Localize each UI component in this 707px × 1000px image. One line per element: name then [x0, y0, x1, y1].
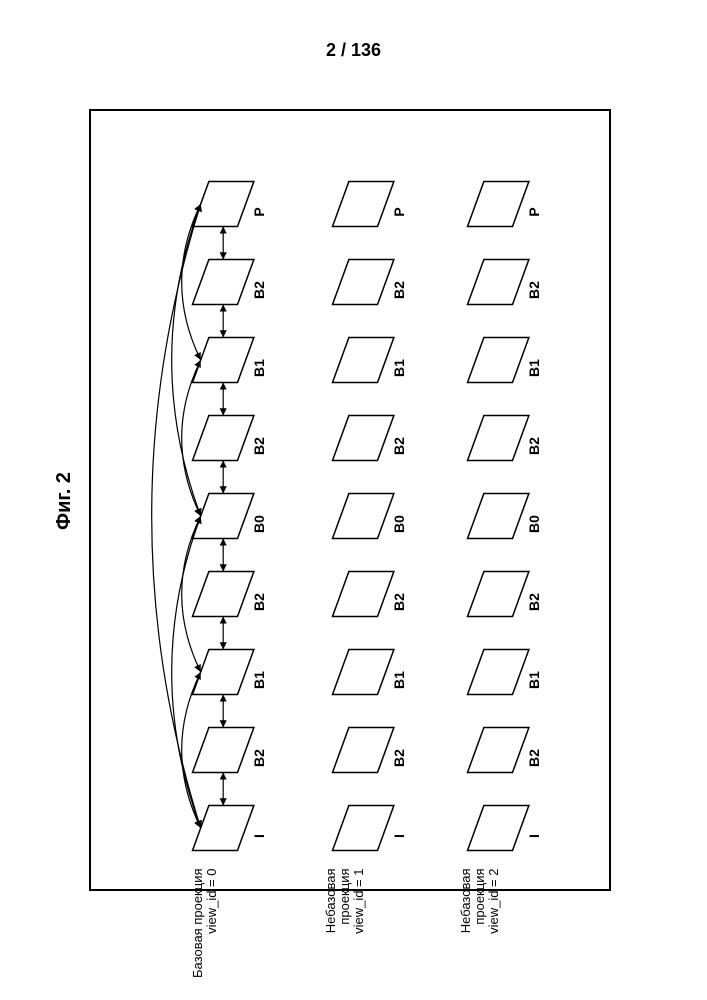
- frame-shape: [193, 416, 254, 461]
- frame-label: B2: [526, 593, 542, 611]
- frame-shape: [333, 260, 394, 305]
- frame-label: P: [526, 207, 542, 216]
- frame-shape: [193, 182, 254, 227]
- frame-shape: [193, 572, 254, 617]
- frame-label: B1: [251, 671, 267, 689]
- frame-label: B2: [251, 281, 267, 299]
- frame-label: B2: [391, 437, 407, 455]
- frame-label: B0: [526, 515, 542, 533]
- frame-label: P: [391, 207, 407, 216]
- frame-shape: [193, 338, 254, 383]
- curved-arrow: [172, 204, 201, 516]
- frame-shape: [193, 494, 254, 539]
- frame-shape: [333, 416, 394, 461]
- frame-shape: [333, 572, 394, 617]
- frame-shape: [193, 260, 254, 305]
- frame-shape: [333, 806, 394, 851]
- frame-shape: [333, 650, 394, 695]
- frame-shape: [333, 182, 394, 227]
- frame-label: B1: [391, 359, 407, 377]
- frame-label: B0: [251, 515, 267, 533]
- frame-label: B1: [391, 671, 407, 689]
- row-label: view_id = 0: [204, 869, 219, 934]
- frame-shape: [333, 494, 394, 539]
- curved-arrow: [182, 516, 201, 672]
- frame-label: B2: [526, 437, 542, 455]
- frame-shape: [193, 728, 254, 773]
- frame-shape: [193, 650, 254, 695]
- curved-arrow: [182, 672, 201, 828]
- frame-label: B2: [526, 281, 542, 299]
- frame-shape: [193, 806, 254, 851]
- frame-label: B2: [251, 437, 267, 455]
- frame-shape: [468, 338, 529, 383]
- row-label: view_id = 1: [351, 869, 366, 934]
- frame-shape: [333, 728, 394, 773]
- row-label: Базовая проекция: [190, 869, 205, 978]
- curved-arrow: [182, 204, 201, 360]
- page: 2 / 136 Фиг. 2IB2B1B2B0B2B1B2PIB2B1B2B0B…: [0, 0, 707, 1000]
- frame-label: I: [526, 834, 542, 838]
- curved-arrow: [172, 516, 201, 828]
- row-label: Небазовая: [323, 869, 338, 934]
- frame-shape: [468, 728, 529, 773]
- frame-label: B2: [251, 593, 267, 611]
- row-label: проекция: [472, 869, 487, 925]
- row-label: Небазовая: [458, 869, 473, 934]
- frame-shape: [468, 806, 529, 851]
- frame-label: I: [391, 834, 407, 838]
- frame-shape: [333, 338, 394, 383]
- frame-label: P: [251, 207, 267, 216]
- diagram-svg: Фиг. 2 I B2 B1 B2 B0 B2 B1 B2 P I B2 B1 B2 B0 B2 B1 B2 P I B…: [0, 0, 707, 1000]
- frame-label: B1: [251, 359, 267, 377]
- frame-label: B2: [391, 593, 407, 611]
- row-label: view_id = 2: [486, 869, 501, 934]
- frame-label: B2: [391, 749, 407, 767]
- frame-shape: [468, 416, 529, 461]
- frame-shape: [468, 494, 529, 539]
- frame-shape: [468, 182, 529, 227]
- frame-label: I: [251, 834, 267, 838]
- frame-label: B2: [251, 749, 267, 767]
- frame-shape: [468, 572, 529, 617]
- row-label: проекция: [337, 869, 352, 925]
- frame-label: B0: [391, 515, 407, 533]
- figure-label: Фиг. 2: [53, 472, 75, 530]
- frame-shape: [468, 260, 529, 305]
- frame-label: B2: [526, 749, 542, 767]
- frame-label: B2: [391, 281, 407, 299]
- frame-label: B1: [526, 671, 542, 689]
- frame-label: B1: [526, 359, 542, 377]
- frame-shape: [468, 650, 529, 695]
- curved-arrow: [182, 360, 201, 516]
